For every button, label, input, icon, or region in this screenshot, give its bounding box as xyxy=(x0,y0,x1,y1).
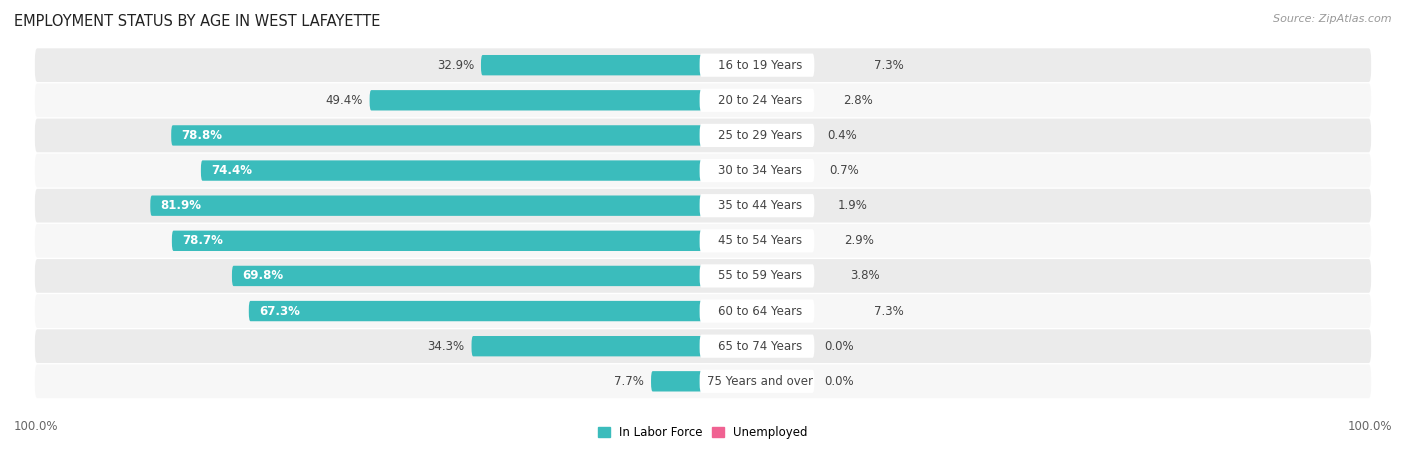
FancyBboxPatch shape xyxy=(201,161,703,181)
Text: 100.0%: 100.0% xyxy=(1347,420,1392,433)
Text: 3.8%: 3.8% xyxy=(851,269,880,282)
Text: 75 Years and over: 75 Years and over xyxy=(707,375,813,388)
FancyBboxPatch shape xyxy=(35,329,1371,363)
FancyBboxPatch shape xyxy=(703,55,752,75)
Text: 20 to 24 Years: 20 to 24 Years xyxy=(718,94,803,107)
Legend: In Labor Force, Unemployed: In Labor Force, Unemployed xyxy=(593,421,813,444)
Text: 65 to 74 Years: 65 to 74 Years xyxy=(718,340,803,353)
Text: 74.4%: 74.4% xyxy=(211,164,252,177)
Text: 2.8%: 2.8% xyxy=(844,94,873,107)
FancyBboxPatch shape xyxy=(700,89,814,112)
FancyBboxPatch shape xyxy=(703,90,721,110)
Text: 0.0%: 0.0% xyxy=(824,375,853,388)
Text: Source: ZipAtlas.com: Source: ZipAtlas.com xyxy=(1274,14,1392,23)
FancyBboxPatch shape xyxy=(150,195,703,216)
FancyBboxPatch shape xyxy=(35,224,1371,258)
FancyBboxPatch shape xyxy=(700,159,814,182)
FancyBboxPatch shape xyxy=(370,90,703,110)
Text: 45 to 54 Years: 45 to 54 Years xyxy=(718,235,803,247)
FancyBboxPatch shape xyxy=(232,266,703,286)
FancyBboxPatch shape xyxy=(700,229,814,253)
FancyBboxPatch shape xyxy=(35,83,1371,117)
FancyBboxPatch shape xyxy=(481,55,703,75)
Text: 32.9%: 32.9% xyxy=(437,59,474,72)
FancyBboxPatch shape xyxy=(703,266,728,286)
FancyBboxPatch shape xyxy=(700,335,814,358)
FancyBboxPatch shape xyxy=(35,119,1371,152)
FancyBboxPatch shape xyxy=(35,189,1371,222)
FancyBboxPatch shape xyxy=(35,154,1371,188)
FancyBboxPatch shape xyxy=(700,54,814,77)
Text: 25 to 29 Years: 25 to 29 Years xyxy=(718,129,803,142)
FancyBboxPatch shape xyxy=(700,370,814,393)
Text: 67.3%: 67.3% xyxy=(259,304,299,318)
FancyBboxPatch shape xyxy=(172,125,703,146)
FancyBboxPatch shape xyxy=(703,230,723,251)
FancyBboxPatch shape xyxy=(702,371,704,391)
Text: EMPLOYMENT STATUS BY AGE IN WEST LAFAYETTE: EMPLOYMENT STATUS BY AGE IN WEST LAFAYET… xyxy=(14,14,381,28)
FancyBboxPatch shape xyxy=(700,124,814,147)
FancyBboxPatch shape xyxy=(703,195,716,216)
Text: 30 to 34 Years: 30 to 34 Years xyxy=(718,164,803,177)
FancyBboxPatch shape xyxy=(35,48,1371,82)
Text: 7.7%: 7.7% xyxy=(614,375,644,388)
Text: 7.3%: 7.3% xyxy=(873,59,904,72)
Text: 78.8%: 78.8% xyxy=(181,129,222,142)
Text: 34.3%: 34.3% xyxy=(427,340,465,353)
FancyBboxPatch shape xyxy=(703,125,706,146)
Text: 16 to 19 Years: 16 to 19 Years xyxy=(718,59,803,72)
FancyBboxPatch shape xyxy=(35,364,1371,398)
Text: 78.7%: 78.7% xyxy=(181,235,224,247)
Text: 49.4%: 49.4% xyxy=(325,94,363,107)
FancyBboxPatch shape xyxy=(471,336,703,356)
Text: 60 to 64 Years: 60 to 64 Years xyxy=(718,304,803,318)
Text: 0.7%: 0.7% xyxy=(830,164,859,177)
Text: 0.4%: 0.4% xyxy=(827,129,856,142)
Text: 7.3%: 7.3% xyxy=(873,304,904,318)
FancyBboxPatch shape xyxy=(702,336,704,356)
FancyBboxPatch shape xyxy=(35,259,1371,293)
FancyBboxPatch shape xyxy=(172,230,703,251)
FancyBboxPatch shape xyxy=(700,299,814,322)
Text: 81.9%: 81.9% xyxy=(160,199,201,212)
FancyBboxPatch shape xyxy=(703,301,752,321)
Text: 35 to 44 Years: 35 to 44 Years xyxy=(718,199,803,212)
Text: 100.0%: 100.0% xyxy=(14,420,59,433)
FancyBboxPatch shape xyxy=(249,301,703,321)
FancyBboxPatch shape xyxy=(700,194,814,217)
Text: 69.8%: 69.8% xyxy=(242,269,283,282)
FancyBboxPatch shape xyxy=(35,294,1371,328)
Text: 55 to 59 Years: 55 to 59 Years xyxy=(718,269,803,282)
Text: 2.9%: 2.9% xyxy=(844,235,875,247)
Text: 0.0%: 0.0% xyxy=(824,340,853,353)
FancyBboxPatch shape xyxy=(700,264,814,288)
FancyBboxPatch shape xyxy=(651,371,703,391)
FancyBboxPatch shape xyxy=(703,161,707,181)
Text: 1.9%: 1.9% xyxy=(838,199,868,212)
